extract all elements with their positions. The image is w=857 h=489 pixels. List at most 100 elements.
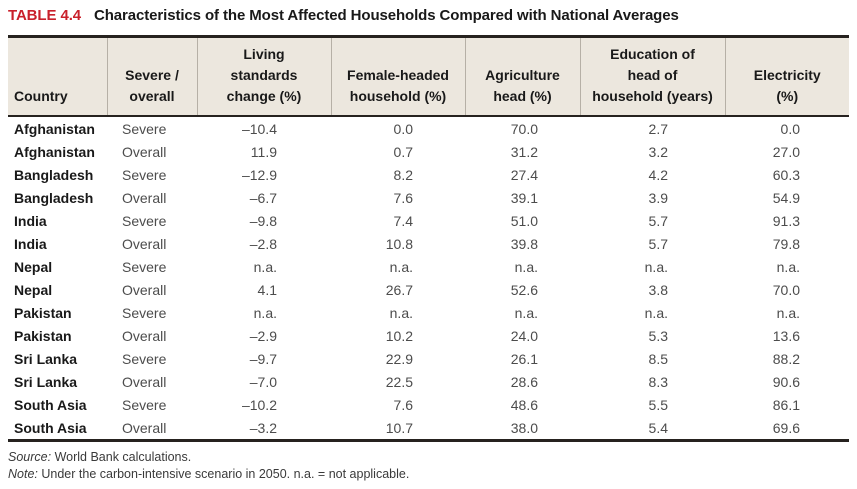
column-header-line: head (%)	[493, 88, 552, 104]
value-cell: 8.3	[648, 373, 668, 390]
table-row: Nepal Severe n.a. n.a. n.a. n.a. n.a.	[8, 255, 849, 278]
value-cell: 5.7	[648, 212, 668, 229]
value-cell: 3.8	[648, 281, 668, 298]
column-header-line: Education of	[610, 46, 695, 62]
scenario-cell: Severe	[122, 212, 167, 229]
scenario-cell: Overall	[122, 189, 167, 206]
value-cell: 88.2	[772, 350, 800, 367]
table-row: Afghanistan Severe –10.4 0.0 70.0 2.7 0.0	[8, 116, 849, 140]
table-row: Nepal Overall 4.1 26.7 52.6 3.8 70.0	[8, 278, 849, 301]
country-cell: Afghanistan	[14, 120, 95, 137]
value-cell: 0.0	[780, 120, 800, 137]
table-body: Afghanistan Severe –10.4 0.0 70.0 2.7 0.0 Afgha…	[8, 116, 849, 442]
value-cell: 2.7	[648, 120, 668, 137]
scenario-cell: Overall	[122, 327, 167, 344]
column-header-2: Living standards change (%)	[196, 35, 331, 117]
scenario-cell: Overall	[107, 416, 197, 442]
scenario-cell: Overall	[122, 235, 167, 252]
value-cell: 28.6	[510, 373, 538, 390]
column-header-line: Severe /	[125, 67, 179, 83]
value-cell: 10.7	[331, 416, 465, 442]
value-cell: 10.8	[385, 235, 413, 252]
page: TABLE 4.4 Characteristics of the Most Af…	[0, 7, 857, 483]
value-cell: 39.1	[510, 189, 538, 206]
households-table: Country Severe / overall Living standards cha…	[8, 35, 849, 442]
value-cell: –2.8	[249, 235, 277, 252]
value-cell: 48.6	[510, 396, 538, 413]
country-cell: Bangladesh	[14, 166, 94, 183]
country-cell: Pakistan	[14, 327, 72, 344]
value-cell: 7.6	[393, 189, 413, 206]
value-cell: 7.6	[393, 396, 413, 413]
value-cell: 79.8	[772, 235, 800, 252]
column-header-line: Electricity	[753, 67, 821, 83]
value-cell: n.a.	[776, 304, 800, 321]
footnote-label: Source:	[8, 450, 52, 464]
scenario-cell: Severe	[122, 120, 167, 137]
table-row: South Asia Severe –10.2 7.6 48.6 5.5 86.1	[8, 393, 849, 416]
table-number-label: TABLE 4.4	[8, 7, 82, 24]
table-row: Bangladesh Severe –12.9 8.2 27.4 4.2 60.3	[8, 163, 849, 186]
value-cell: 60.3	[772, 166, 800, 183]
table-row: Sri Lanka Overall –7.0 22.5 28.6 8.3 90.6	[8, 370, 849, 393]
country-cell: Nepal	[14, 281, 53, 298]
value-cell: –10.2	[241, 396, 277, 413]
value-cell: –9.8	[249, 212, 277, 229]
value-cell: 70.0	[772, 281, 800, 298]
footnote-0: Source: World Bank calculations.	[8, 449, 857, 466]
value-cell: –3.2	[197, 416, 331, 442]
value-cell: 13.6	[772, 327, 800, 344]
value-cell: 8.5	[648, 350, 668, 367]
value-cell: 24.0	[510, 327, 538, 344]
column-header-4: Agriculture head (%)	[464, 35, 580, 117]
table-row: Pakistan Severe n.a. n.a. n.a. n.a. n.a.	[8, 301, 849, 324]
scenario-cell: Overall	[122, 281, 167, 298]
value-cell: 69.6	[725, 416, 849, 442]
table-row: Sri Lanka Severe –9.7 22.9 26.1 8.5 88.2	[8, 347, 849, 370]
value-cell: 4.1	[257, 281, 277, 298]
value-cell: 10.2	[385, 327, 413, 344]
value-cell: 3.9	[648, 189, 668, 206]
column-header-line: head of	[627, 67, 678, 83]
column-header-line: household (%)	[349, 88, 447, 104]
table-header: Country Severe / overall Living standards cha…	[8, 35, 849, 117]
country-cell: Nepal	[14, 258, 53, 275]
value-cell: 4.2	[648, 166, 668, 183]
scenario-cell: Severe	[122, 166, 167, 183]
scenario-cell: Severe	[122, 304, 167, 321]
scenario-cell: Overall	[122, 373, 167, 390]
value-cell: n.a.	[644, 304, 668, 321]
value-cell: 54.9	[772, 189, 800, 206]
column-header-0: Country	[8, 35, 107, 117]
footnote-text: Under the carbon-intensive scenario in 2…	[41, 467, 410, 481]
value-cell: 39.8	[510, 235, 538, 252]
value-cell: 22.9	[385, 350, 413, 367]
value-cell: –12.9	[241, 166, 277, 183]
scenario-cell: Severe	[122, 258, 167, 275]
table-row: Afghanistan Overall 11.9 0.7 31.2 3.2 27.0	[8, 140, 849, 163]
column-header-line: overall	[129, 88, 175, 104]
table-row: India Overall –2.8 10.8 39.8 5.7 79.8	[8, 232, 849, 255]
value-cell: –2.9	[249, 327, 277, 344]
scenario-cell: Severe	[122, 396, 167, 413]
value-cell: n.a.	[389, 258, 413, 275]
table-row: South Asia Overall –3.2 10.7 38.0 5.4 69.6	[8, 416, 849, 442]
footnote-text: World Bank calculations.	[54, 450, 192, 464]
value-cell: 8.2	[393, 166, 413, 183]
column-header-line: (%)	[776, 88, 799, 104]
value-cell: n.a.	[514, 304, 538, 321]
column-header-5: Education of head of household (years)	[579, 35, 725, 117]
value-cell: 26.1	[510, 350, 538, 367]
table-row: Pakistan Overall –2.9 10.2 24.0 5.3 13.6	[8, 324, 849, 347]
value-cell: 5.7	[648, 235, 668, 252]
column-header-line: standards	[230, 67, 298, 83]
value-cell: 90.6	[772, 373, 800, 390]
scenario-cell: Overall	[122, 143, 167, 160]
value-cell: n.a.	[253, 258, 277, 275]
value-cell: 52.6	[510, 281, 538, 298]
value-cell: n.a.	[644, 258, 668, 275]
value-cell: 11.9	[250, 143, 277, 160]
column-header-line: Living	[243, 46, 285, 62]
country-cell: India	[14, 235, 47, 252]
column-header-6: Electricity (%)	[724, 35, 849, 117]
